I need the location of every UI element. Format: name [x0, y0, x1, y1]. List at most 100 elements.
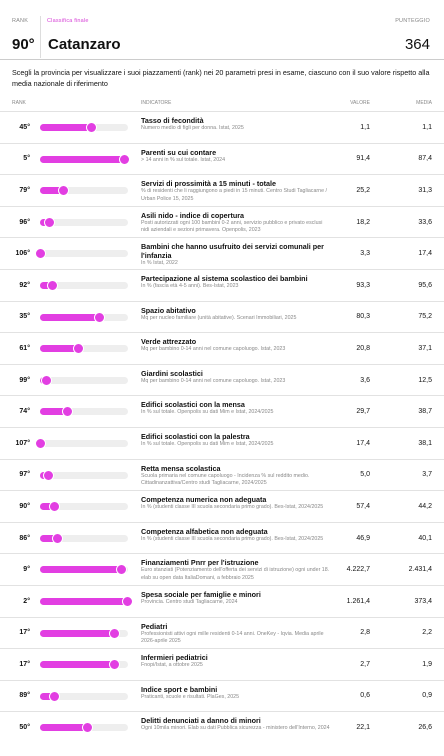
table-row: 17° Pediatri Professionisti attivi ogni mi…	[0, 616, 444, 649]
rank-bar-track	[40, 216, 128, 228]
table-row: 92° Partecipazione al sistema scolastico …	[0, 268, 444, 301]
rank-bar-track	[40, 722, 128, 734]
indicator-source: Provincia. Centro studi Tagliacarne, 202…	[141, 598, 238, 605]
indicator-title: Tasso di fecondità	[141, 116, 204, 125]
rank-bar	[40, 281, 53, 289]
table-row: 35° Spazio abitativo Mq per nucleo familia…	[0, 300, 444, 333]
table-row: 90° Competenza numerica non adeguata In % …	[0, 490, 444, 522]
rank-bar-track	[40, 311, 128, 323]
indicator-title: Spesa sociale per famiglie e minori	[141, 589, 261, 599]
rank: 2°	[23, 597, 30, 605]
indicator-title: Servizi di prossimità a 15 minuti - tota…	[141, 179, 277, 189]
rank: 86°	[19, 534, 30, 542]
rank-bar	[40, 155, 125, 163]
indicator-source: In % sul totale. Openpolis su dati Mim e…	[141, 440, 274, 447]
average: 1,9	[422, 660, 432, 668]
indicator: Servizi di prossimità a 15 minuti - tota…	[141, 179, 331, 203]
rank-dot	[85, 122, 97, 133]
indicator-source: Ogni 10mila minori. Elab su dati Pubblic…	[141, 725, 330, 732]
rank-bar	[40, 661, 115, 669]
rank: 61°	[19, 344, 30, 352]
rank: 107°	[15, 439, 30, 447]
rank-bar-track	[40, 279, 128, 291]
rank-dot	[49, 690, 61, 702]
indicator-title: Competenza numerica non adeguata	[141, 495, 267, 505]
table-row: 5° Parenti su cui contare > 14 anni in % s…	[0, 142, 444, 175]
indicator-source: Scuola primaria nel comune capoluogo - I…	[141, 472, 310, 487]
average: 3,7	[422, 471, 432, 479]
average: 12,5	[418, 376, 432, 384]
average: 2,2	[422, 629, 432, 637]
average: 75,2	[418, 313, 432, 321]
table-row: 106° Bambini che hanno usufruito dei serv…	[0, 237, 444, 269]
value: 0,6	[360, 692, 370, 700]
rank-bar	[40, 503, 55, 511]
value: 22,1	[356, 724, 370, 732]
indicator-title: Delitti denunciati a danno di minori	[141, 716, 261, 726]
indicator: Giardini scolastici Mq per bambino 0-14 a…	[141, 369, 331, 386]
table-row: 99° Giardini scolastici Mq per bambino 0-1…	[0, 363, 444, 396]
indicator-source: In % (studenti classe III scuola seconda…	[141, 504, 324, 511]
rank: 89°	[19, 692, 30, 700]
indicator: Tasso di fecondità Numero medio di figli …	[141, 116, 331, 133]
average: 31,3	[418, 186, 432, 194]
average: 95,6	[418, 281, 432, 289]
table-row: 45° Tasso di fecondità Numero medio di fig…	[0, 111, 444, 143]
indicator: Asili nido - indice di copertura Posti au…	[141, 211, 331, 235]
rank-bar-track	[40, 595, 133, 607]
rank-dot	[57, 185, 69, 197]
rank-dot	[34, 437, 46, 449]
score-label: PUNTEGGIO	[395, 18, 430, 24]
average: 2.431,4	[408, 566, 432, 574]
rank-bar-track	[40, 122, 128, 133]
rank: 99°	[19, 376, 30, 384]
rank-bar	[40, 408, 68, 416]
rank: 90°	[12, 36, 35, 53]
indicator-source: Posti autorizzati ogni 100 bambini 0-2 a…	[141, 219, 323, 234]
value: 3,6	[360, 376, 370, 384]
rank-bar	[40, 724, 88, 732]
rank: 5°	[23, 155, 30, 163]
indicator-source: Mq per bambino 0-14 anni nel comune capo…	[141, 377, 286, 384]
city: Catanzaro	[48, 36, 121, 53]
indicator: Edifici scolastici con la palestra In % s…	[141, 432, 331, 449]
table-row: 50° Delitti denunciati a danno di minori O…	[0, 711, 444, 743]
rank-dot	[46, 279, 58, 291]
value: 5,0	[360, 471, 370, 479]
rank-dot	[121, 595, 133, 607]
rank-bar-track	[34, 437, 128, 449]
rank: 96°	[19, 218, 30, 226]
rank-bar	[40, 534, 58, 542]
rank-dot	[115, 564, 127, 576]
indicator-title: Pediatri	[141, 621, 168, 631]
rank-dot	[42, 469, 54, 481]
rank-bar-track	[35, 248, 128, 260]
rank-bar	[40, 597, 128, 605]
average: 17,4	[418, 250, 432, 258]
indicator-source: Numero medio di figli per donna. Istat, …	[141, 125, 244, 131]
table-row: 2° Spesa sociale per famiglie e minori Pro…	[0, 584, 444, 617]
indicator-title: Indice sport e bambini	[141, 684, 218, 694]
indicator-source: Mq per bambino 0-14 anni nel comune capo…	[141, 346, 286, 353]
indicator: Infermieri pediatrici Fnopi/Istat, a otto…	[141, 653, 331, 670]
indicator-source: % di residenti che li raggiungono a pied…	[141, 188, 327, 202]
rank-dot	[41, 374, 53, 386]
value: 93,3	[356, 281, 370, 289]
average: 38,7	[418, 408, 432, 416]
indicator-title: Asili nido - indice di copertura	[141, 210, 245, 220]
rank-dot	[81, 722, 93, 734]
rank-bar	[40, 345, 79, 353]
indicator: Competenza alfabetica non adeguata In % (…	[141, 527, 331, 544]
indicator-source: Mq per nucleo familiare (unità abitative…	[141, 314, 297, 321]
average: 44,2	[418, 502, 432, 510]
value: 29,7	[356, 408, 370, 416]
rank: 90°	[19, 502, 30, 510]
indicator-source: Professionisti attivi ogni mille residen…	[141, 630, 324, 645]
rank-bar-track	[40, 343, 128, 355]
rank-dot	[48, 501, 60, 513]
indicator-title: Parenti su cui contare	[141, 147, 217, 157]
average: 1,1	[422, 123, 432, 131]
rank-bar-track	[40, 659, 128, 671]
average: 0,9	[422, 692, 432, 700]
indicator-source: Euro stanziati (Potenziamento dell'offer…	[141, 567, 330, 581]
